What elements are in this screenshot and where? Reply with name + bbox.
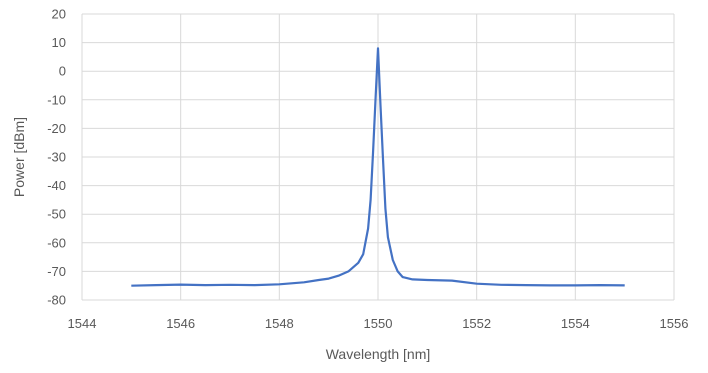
x-tick-label: 1556: [660, 316, 689, 331]
x-tick-labels: 1544 1546 1548 1550 1552 1554 1556: [68, 316, 689, 331]
y-axis-label: Power [dBm]: [11, 117, 27, 197]
y-tick-label: -70: [47, 264, 66, 279]
grid-lines: [81, 13, 675, 301]
series-layer: [131, 47, 625, 287]
y-tick-label: -20: [47, 121, 66, 136]
y-tick-label: 20: [52, 7, 66, 22]
x-tick-label: 1544: [68, 316, 97, 331]
x-tick-label: 1548: [265, 316, 294, 331]
y-tick-label: 0: [59, 64, 66, 79]
y-tick-label: 10: [52, 35, 66, 50]
x-tick-label: 1554: [561, 316, 590, 331]
y-tick-label: -60: [47, 235, 66, 250]
x-tick-label: 1552: [462, 316, 491, 331]
y-tick-label: -30: [47, 150, 66, 165]
y-tick-labels: 20 10 0 -10 -20 -30 -40 -50 -60 -70 -80: [47, 7, 66, 308]
y-tick-label: -40: [47, 178, 66, 193]
y-tick-label: -80: [47, 293, 66, 308]
x-tick-label: 1546: [166, 316, 195, 331]
power-series-line: [131, 47, 625, 287]
y-tick-label: -50: [47, 207, 66, 222]
x-axis-label: Wavelength [nm]: [326, 346, 431, 362]
x-tick-label: 1550: [364, 316, 393, 331]
y-tick-label: -10: [47, 92, 66, 107]
